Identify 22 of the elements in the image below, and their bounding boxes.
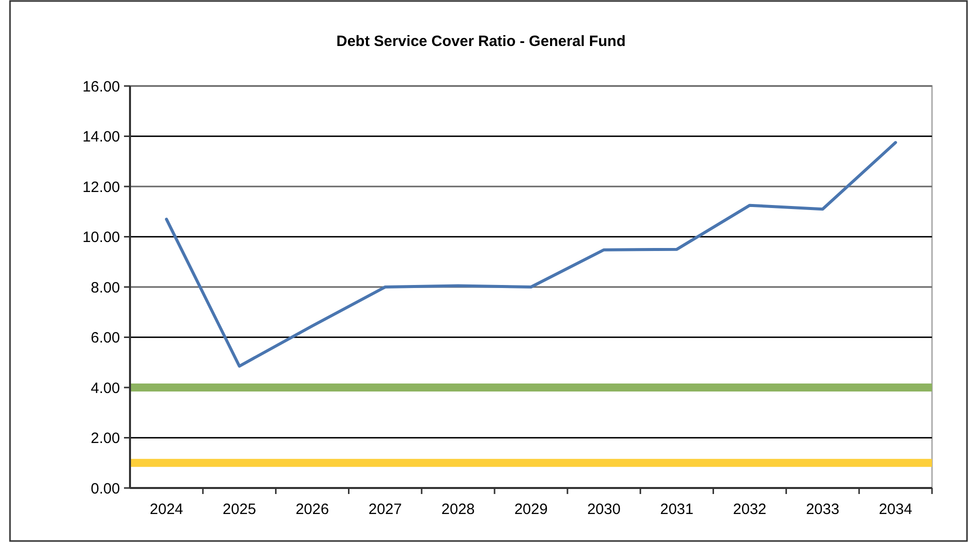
y-tick-label: 2.00: [90, 430, 120, 447]
x-tick-label: 2030: [587, 501, 621, 518]
y-tick-label: 0.00: [90, 480, 120, 498]
x-tick-label: 2029: [514, 501, 548, 518]
x-tick-label: 2032: [733, 501, 766, 518]
y-tick-label: 4.00: [90, 380, 120, 397]
y-tick-label: 10.00: [82, 229, 120, 246]
y-tick-label: 12.00: [82, 178, 120, 196]
x-tick-label: 2024: [150, 501, 184, 518]
x-tick-label: 2031: [660, 501, 694, 518]
y-tick-label: 16.00: [82, 78, 120, 96]
x-tick-label: 2026: [296, 501, 329, 518]
x-tick-label: 2034: [878, 501, 912, 518]
y-tick-label: 14.00: [82, 128, 120, 146]
chart-title: Debt Service Cover Ratio - General Fund: [336, 33, 626, 50]
line-series: [164, 141, 898, 368]
x-tick-label: 2033: [806, 501, 840, 518]
y-tick-label: 6.00: [90, 330, 120, 346]
y-tick-label: 8.00: [90, 279, 120, 296]
x-tick-label: 2025: [222, 501, 256, 518]
x-tick-label: 2028: [441, 501, 475, 518]
x-tick-label: 2027: [368, 501, 402, 518]
